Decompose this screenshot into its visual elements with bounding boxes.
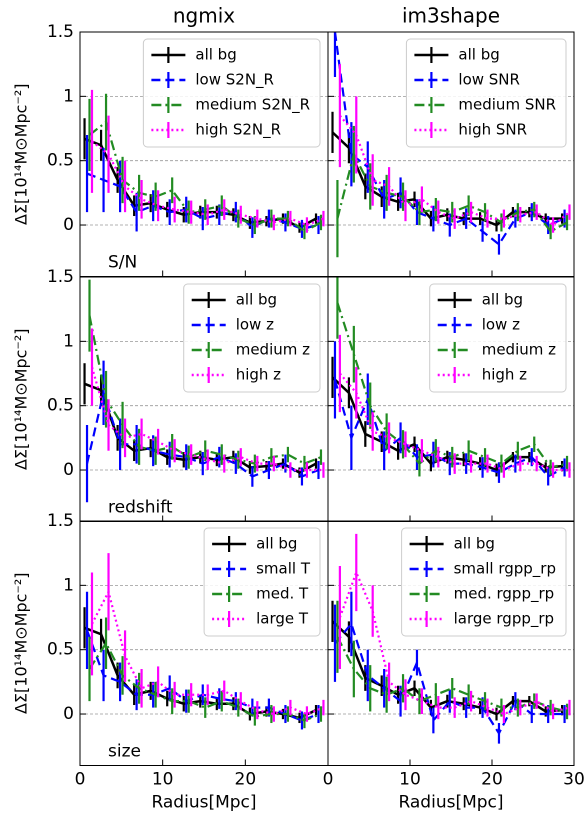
y-tick-label: 0	[63, 460, 74, 480]
column-title: ngmix	[173, 4, 235, 28]
x-tick-label: 20	[481, 770, 503, 790]
plot-area	[83, 89, 325, 240]
y-tick-label: 0	[63, 704, 74, 724]
y-tick-label: 1	[63, 331, 74, 351]
column-title: im3shape	[402, 4, 500, 28]
legend-label: all bg	[236, 291, 277, 309]
legend-label: medium z	[236, 341, 310, 359]
plot-area	[83, 553, 325, 730]
legend-label: high z	[236, 366, 281, 384]
legend-label: small rgpp_rp	[454, 560, 556, 579]
legend-label: medium S2N_R	[195, 96, 310, 115]
x-tick-label: 30	[563, 770, 585, 790]
x-tick-label: 0	[323, 770, 334, 790]
legend: all bg small T med. T large T	[203, 527, 321, 637]
plot-area	[331, 533, 571, 744]
legend: all bg low SNR medium SNR high SNR	[405, 38, 567, 148]
legend-box	[405, 38, 567, 148]
legend-label: med. rgpp_rp	[454, 585, 555, 604]
series-line	[336, 636, 568, 713]
legend-label: high S2N_R	[195, 121, 281, 140]
y-tick-label: 1.5	[47, 22, 74, 42]
legend-label: all bg	[256, 535, 297, 553]
legend: all bg low z medium z high z	[183, 283, 321, 393]
plot-area	[331, 277, 571, 486]
legend-label: all bg	[195, 46, 236, 64]
legend-box	[183, 283, 321, 393]
x-tick-label: 0	[75, 770, 86, 790]
legend-label: low SNR	[458, 71, 520, 89]
series-line	[334, 621, 565, 736]
y-tick-label: 1.5	[47, 511, 74, 531]
legend: all bg low z medium z high z	[429, 283, 567, 393]
legend-label: high SNR	[458, 121, 527, 139]
y-tick-label: 0.5	[47, 396, 74, 416]
y-axis-label: ΔΣ[10¹⁴M⊙Mpc⁻²]	[12, 83, 31, 225]
y-tick-label: 1.5	[47, 267, 74, 287]
panel-label: redshift	[108, 498, 173, 518]
series-line	[336, 151, 568, 233]
panel-label: size	[108, 742, 141, 762]
legend-label: medium SNR	[458, 96, 556, 114]
x-axis-label: Radius[Mpc]	[398, 793, 503, 813]
legend-label: small T	[256, 560, 311, 578]
legend-label: large rgpp_rp	[454, 610, 554, 629]
panel-label: S/N	[108, 253, 137, 273]
legend-box	[203, 527, 321, 637]
legend-label: low z	[482, 316, 520, 334]
x-tick-label: 10	[399, 770, 421, 790]
legend-box	[401, 527, 567, 637]
legend-box	[142, 38, 321, 148]
legend-label: all bg	[482, 291, 523, 309]
legend-label: med. T	[256, 585, 309, 603]
plot-area	[83, 279, 325, 503]
y-tick-label: 0	[63, 215, 74, 235]
y-tick-label: 1	[63, 575, 74, 595]
series-line	[90, 366, 324, 472]
y-axis-label: ΔΣ[10¹⁴M⊙Mpc⁻²]	[12, 328, 31, 470]
x-tick-label: 20	[235, 770, 257, 790]
y-axis-label: ΔΣ[10¹⁴M⊙Mpc⁻²]	[12, 572, 31, 714]
legend-label: all bg	[454, 535, 495, 553]
legend-label: large T	[256, 610, 309, 628]
legend-label: medium z	[482, 341, 556, 359]
y-tick-label: 0.5	[47, 640, 74, 660]
y-tick-label: 0.5	[47, 151, 74, 171]
legend-label: high z	[482, 366, 527, 384]
legend-label: all bg	[458, 46, 499, 64]
axes-frame	[327, 520, 575, 766]
legend-label: low z	[236, 316, 274, 334]
x-tick-label: 10	[152, 770, 174, 790]
legend-box	[429, 283, 567, 393]
series-line	[339, 114, 571, 227]
x-axis-label: Radius[Mpc]	[151, 793, 256, 813]
plot-area	[331, 32, 571, 258]
y-tick-label: 1	[63, 86, 74, 106]
legend-label: low S2N_R	[195, 71, 274, 90]
